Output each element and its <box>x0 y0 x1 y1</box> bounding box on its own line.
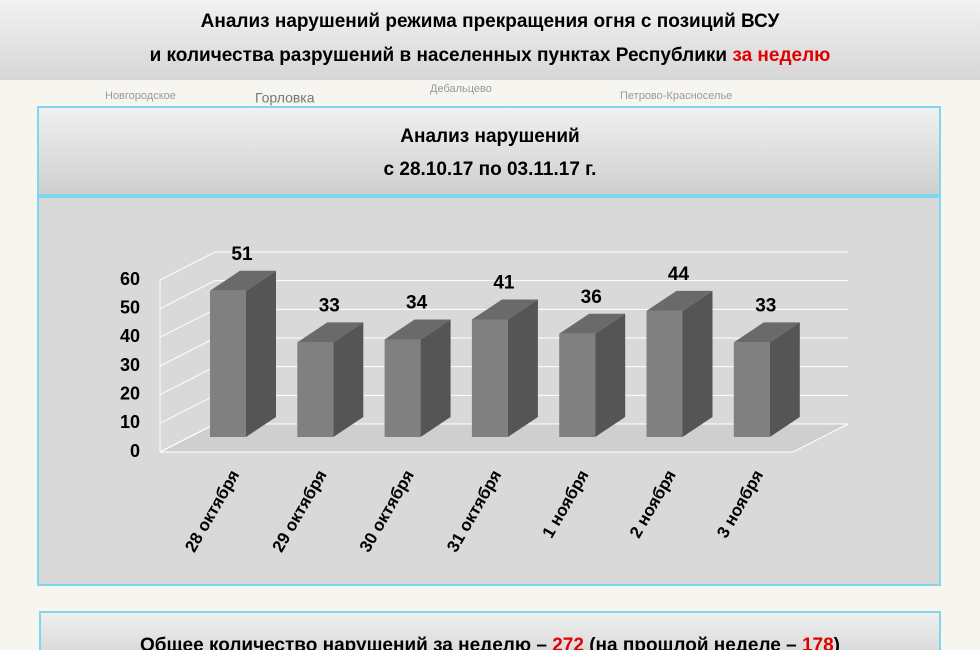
y-tick-label: 40 <box>120 326 140 346</box>
bar-top <box>471 299 538 320</box>
map-label: Петрово-Красноселье <box>620 90 732 102</box>
y-tick-label: 20 <box>120 383 140 403</box>
header-band <box>0 0 980 80</box>
y-tick-label: 30 <box>120 355 140 375</box>
bar-side <box>333 322 364 437</box>
footer-total: 272 <box>552 635 584 650</box>
value-label: 44 <box>668 264 690 285</box>
bar-side <box>246 270 276 437</box>
bar-side <box>682 290 713 437</box>
map-label: Горловка <box>255 90 315 106</box>
bar-top <box>646 290 713 311</box>
bar <box>471 319 508 437</box>
bar <box>733 342 770 437</box>
bar <box>297 342 334 437</box>
footer-previous: 178 <box>802 635 834 650</box>
bar <box>646 310 683 437</box>
header-title: и количества разрушений в населенных пун… <box>150 45 831 66</box>
footer-text: Общее количество нарушений за неделю – 2… <box>140 635 840 650</box>
value-label: 41 <box>493 272 515 293</box>
chart-subtitle: с 28.10.17 по 03.11.17 г. <box>384 159 597 180</box>
chart-title: Анализ нарушений <box>400 126 579 147</box>
grid-line <box>159 251 848 281</box>
bar-side <box>769 322 800 437</box>
bar-top <box>559 313 626 334</box>
value-label: 33 <box>755 295 776 316</box>
footer-box <box>39 611 941 650</box>
map-label: Новгородское <box>105 90 176 102</box>
header-title: Анализ нарушений режима прекращения огня… <box>201 11 780 32</box>
bar <box>210 290 246 437</box>
grid-line <box>159 280 848 310</box>
value-label: 36 <box>581 287 602 308</box>
bar-side <box>507 299 538 437</box>
header-highlight: за неделю <box>732 45 830 66</box>
map-label: Дебальцево <box>430 83 492 95</box>
y-tick-label: 10 <box>120 412 140 432</box>
y-tick-label: 0 <box>130 441 140 461</box>
bar-side <box>420 319 451 437</box>
bar-top <box>733 322 800 343</box>
bar-side <box>595 313 626 437</box>
y-tick-label: 50 <box>120 297 140 317</box>
footer-part: (на прошлой неделе – <box>584 635 802 650</box>
value-label: 34 <box>406 293 428 314</box>
bar-top <box>210 270 276 291</box>
value-label: 33 <box>319 295 340 316</box>
footer-part: ) <box>834 635 840 650</box>
bar <box>384 339 421 437</box>
bar-top <box>297 322 364 343</box>
bar <box>559 333 596 437</box>
value-label: 51 <box>231 244 253 265</box>
footer-part: Общее количество нарушений за неделю – <box>140 635 552 650</box>
y-tick-label: 60 <box>120 269 140 289</box>
bar-top <box>384 319 451 340</box>
header-text: и количества разрушений в населенных пун… <box>150 45 733 66</box>
chart-title-box <box>37 106 941 196</box>
